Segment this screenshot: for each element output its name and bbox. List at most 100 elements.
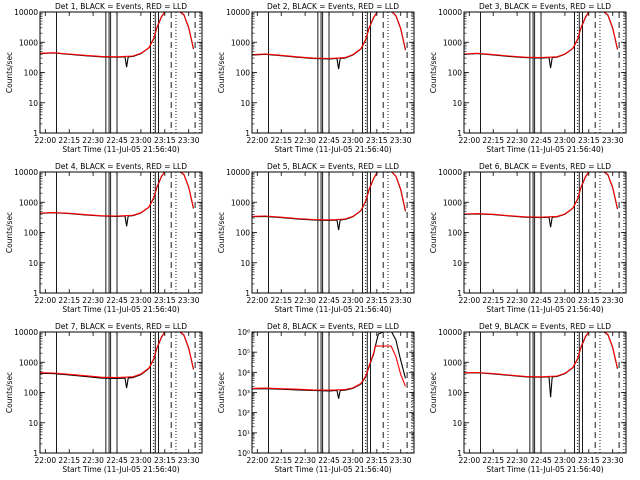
y-axis-label: Counts/sec (5, 212, 14, 253)
y-axis-label: Counts/sec (429, 372, 438, 413)
y-tick-label: 1000 (443, 358, 462, 367)
y-tick-label: 1 (457, 289, 462, 298)
y-axis-label: Counts/sec (5, 372, 14, 413)
x-tick-label: 22:45 (318, 136, 340, 145)
plot-frame (39, 11, 203, 134)
y-tick-label: 10 (452, 419, 462, 428)
y-tick-label: 10⁰ (237, 449, 250, 458)
x-tick-label: 22:30 (506, 296, 528, 305)
y-tick-label: 10000 (226, 8, 250, 17)
panel-title: Det 4, BLACK = Events, RED = LLD (55, 162, 187, 171)
y-tick-label: 1000 (443, 38, 462, 47)
panel-det-8: 10⁰ 10¹ 10² 10³ 10⁴ 10⁵ 10⁶ 22:00 22:15 22:30 22:4… (217, 322, 415, 474)
y-tick-label: 100 (236, 69, 251, 78)
y-tick-label: 10 (452, 259, 462, 268)
x-tick-label: 22:15 (482, 456, 504, 465)
y-tick-label: 100 (448, 389, 463, 398)
panel-det-6: 1 10 100 1000 10000 22:00 22:15 22:30 22:45 23:00… (429, 162, 627, 314)
lld-series-line (464, 172, 619, 218)
x-tick-label: 22:45 (530, 456, 552, 465)
y-tick-label: 1 (245, 129, 250, 138)
y-axis-label: Counts/sec (429, 52, 438, 93)
x-axis-label: Start Time (11-Jul-05 21:56:40) (274, 145, 391, 154)
plot-frame (463, 11, 627, 134)
x-tick-label: 22:45 (318, 296, 340, 305)
x-tick-label: 23:15 (154, 456, 176, 465)
x-tick-label: 23:30 (178, 296, 200, 305)
panel-det-7: 1 10 100 1000 10000 22:00 22:15 22:30 22:45 23:00… (5, 322, 203, 474)
x-tick-label: 23:00 (130, 296, 152, 305)
plot-area (40, 172, 201, 293)
y-tick-label: 10000 (438, 328, 462, 337)
y-tick-label: 1000 (19, 38, 38, 47)
y-axis-label: Counts/sec (217, 52, 226, 93)
panel-det-1: 1 10 100 1000 10000 22:00 22:15 22:30 22:45 23:00… (5, 2, 203, 154)
x-axis-label: Start Time (11-Jul-05 21:56:40) (486, 305, 603, 314)
x-tick-label: 22:45 (530, 296, 552, 305)
panel-title: Det 5, BLACK = Events, RED = LLD (267, 162, 399, 171)
plot-area (252, 332, 413, 453)
y-tick-label: 1000 (231, 38, 250, 47)
x-tick-label: 23:00 (342, 136, 364, 145)
x-axis-label: Start Time (11-Jul-05 21:56:40) (62, 305, 179, 314)
x-tick-label: 22:45 (106, 296, 128, 305)
x-tick-label: 23:15 (578, 456, 600, 465)
y-axis-label: Counts/sec (217, 212, 226, 253)
y-tick-label: 1000 (19, 198, 38, 207)
panel-det-3: 1 10 100 1000 10000 22:00 22:15 22:30 22:45 23:00… (429, 2, 627, 154)
x-tick-label: 22:00 (246, 456, 268, 465)
y-tick-label: 10 (28, 259, 38, 268)
plot-frame (251, 331, 415, 454)
x-tick-label: 22:15 (482, 296, 504, 305)
y-tick-label: 100 (448, 69, 463, 78)
x-tick-label: 23:15 (366, 456, 388, 465)
x-axis-label: Start Time (11-Jul-05 21:56:40) (486, 145, 603, 154)
panel-title: Det 9, BLACK = Events, RED = LLD (479, 322, 611, 331)
x-tick-label: 22:30 (82, 136, 104, 145)
x-tick-label: 22:00 (34, 136, 56, 145)
x-tick-label: 22:00 (34, 456, 56, 465)
lld-series-line (40, 332, 195, 379)
x-tick-label: 22:30 (82, 296, 104, 305)
y-tick-label: 1 (457, 129, 462, 138)
panel-det-9: 1 10 100 1000 10000 22:00 22:15 22:30 22:45 23:00… (429, 322, 627, 474)
plot-frame (463, 171, 627, 294)
x-tick-label: 23:30 (178, 136, 200, 145)
y-tick-label: 1000 (443, 198, 462, 207)
x-tick-label: 22:15 (482, 136, 504, 145)
plot-area (40, 12, 201, 133)
x-axis-label: Start Time (11-Jul-05 21:56:40) (62, 465, 179, 474)
x-tick-label: 23:00 (130, 136, 152, 145)
x-tick-label: 23:30 (178, 456, 200, 465)
y-tick-label: 10⁵ (237, 348, 250, 357)
plot-frame (463, 331, 627, 454)
x-axis-label: Start Time (11-Jul-05 21:56:40) (62, 145, 179, 154)
panel-title: Det 1, BLACK = Events, RED = LLD (55, 2, 187, 11)
lld-series-line (40, 12, 195, 58)
lld-series-line (252, 345, 407, 391)
y-tick-label: 10¹ (237, 429, 250, 438)
panel-title: Det 3, BLACK = Events, RED = LLD (479, 2, 611, 11)
panel-title: Det 7, BLACK = Events, RED = LLD (55, 322, 187, 331)
x-tick-label: 23:30 (390, 136, 412, 145)
panel-det-4: 1 10 100 1000 10000 22:00 22:15 22:30 22:45 23:00… (5, 162, 203, 314)
y-tick-label: 100 (24, 69, 39, 78)
y-tick-label: 100 (448, 229, 463, 238)
x-tick-label: 23:00 (554, 296, 576, 305)
x-tick-label: 22:15 (58, 456, 80, 465)
y-tick-label: 10000 (14, 168, 38, 177)
y-tick-label: 1 (33, 449, 38, 458)
y-tick-label: 100 (24, 389, 39, 398)
y-tick-label: 10 (240, 99, 250, 108)
y-tick-label: 100 (24, 229, 39, 238)
x-axis-label: Start Time (11-Jul-05 21:56:40) (274, 465, 391, 474)
plot-area (40, 332, 201, 453)
lld-series-line (252, 172, 407, 221)
x-tick-label: 23:00 (554, 136, 576, 145)
x-tick-label: 23:30 (390, 456, 412, 465)
x-tick-label: 22:00 (246, 136, 268, 145)
y-tick-label: 1 (33, 129, 38, 138)
x-tick-label: 23:15 (154, 296, 176, 305)
lld-series-line (464, 12, 619, 59)
y-tick-label: 10 (452, 99, 462, 108)
